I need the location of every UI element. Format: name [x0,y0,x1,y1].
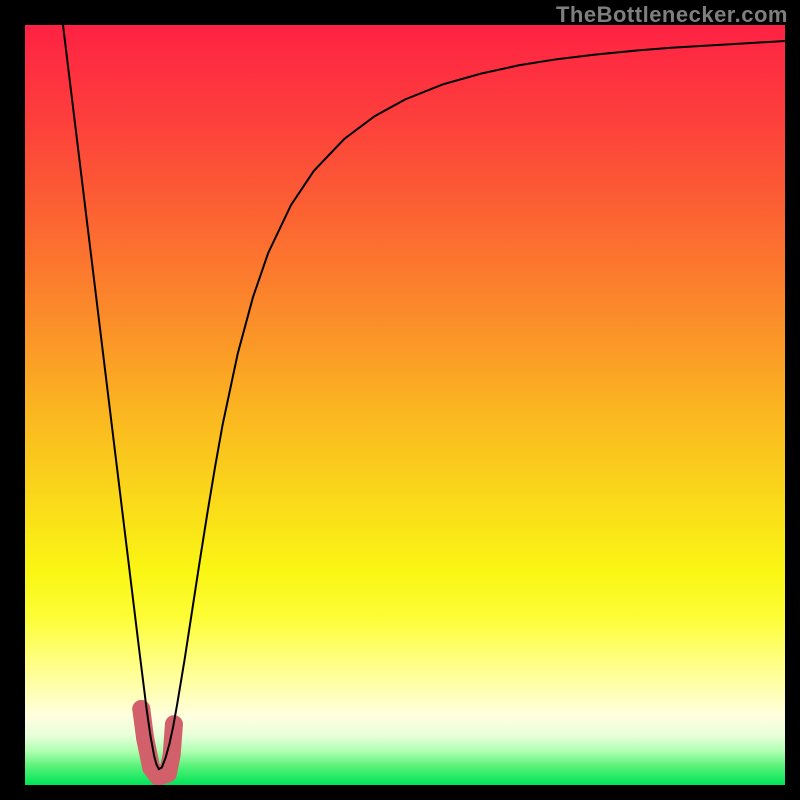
gradient-background [25,25,785,785]
plot-area [25,25,785,785]
chart-frame: TheBottlenecker.com [0,0,800,800]
